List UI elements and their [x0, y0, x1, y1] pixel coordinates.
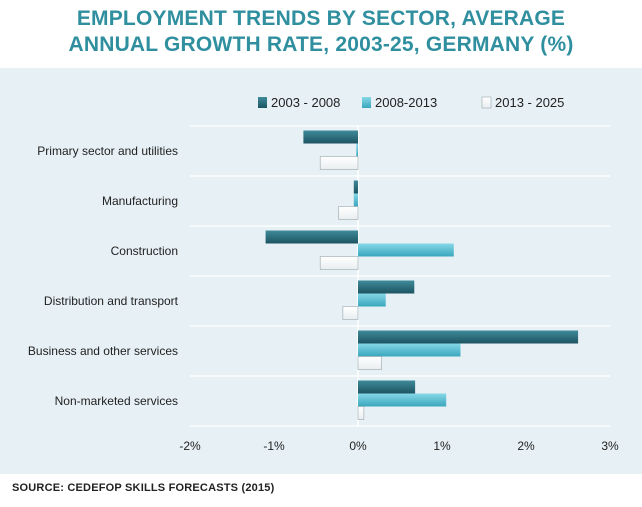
bar-1-3 [265, 230, 358, 244]
bar-2-4 [358, 293, 386, 307]
category-label: Manufacturing [102, 194, 178, 208]
category-label: Business and other services [28, 344, 178, 358]
bar-2-3 [358, 243, 454, 257]
bar-3-3 [319, 256, 359, 270]
legend-label-1: 2003 - 2008 [271, 95, 340, 110]
x-tick-label: 3% [601, 439, 619, 453]
bar-1-6 [358, 380, 416, 394]
bar-3-2 [338, 206, 359, 220]
source-note: SOURCE: CEDEFOP SKILLS FORECASTS (2015) [12, 482, 275, 494]
legend-label-3: 2013 - 2025 [495, 95, 564, 110]
bar-2-1 [356, 143, 358, 157]
x-tick-label: 2% [517, 439, 535, 453]
legend-label-2: 2008-2013 [375, 95, 437, 110]
bar-2-5 [358, 343, 461, 357]
category-label: Non-marketed services [55, 394, 178, 408]
chart-title: EMPLOYMENT TRENDS BY SECTOR, AVERAGE ANN… [0, 6, 642, 58]
x-tick-label: -1% [263, 439, 285, 453]
legend-swatch-3 [481, 96, 492, 109]
bar-3-4 [342, 306, 359, 320]
legend-swatch-2 [362, 97, 371, 108]
category-label: Construction [111, 244, 178, 258]
bar-3-6 [357, 406, 365, 420]
x-tick-label: -2% [179, 439, 201, 453]
bar-2-6 [358, 393, 447, 407]
bar-1-5 [358, 330, 579, 344]
bar-1-4 [358, 280, 415, 294]
bar-1-2 [353, 180, 358, 194]
chart-title-line-1: EMPLOYMENT TRENDS BY SECTOR, AVERAGE [76, 7, 566, 30]
chart-title-line-2: ANNUAL GROWTH RATE, 2003-25, GERMANY (%) [68, 33, 574, 56]
chart-panel: Primary sector and utilities Manufacturin… [0, 68, 642, 474]
bar-1-1 [303, 130, 358, 144]
legend-swatch-1 [258, 97, 267, 108]
bar-chart: Primary sector and utilities Manufacturin… [28, 95, 619, 453]
bar-2-2 [353, 193, 358, 207]
x-tick-label: 0% [349, 439, 367, 453]
x-tick-label: 1% [433, 439, 451, 453]
category-label: Distribution and transport [44, 294, 179, 308]
category-label: Primary sector and utilities [37, 144, 178, 158]
bar-3-1 [319, 156, 359, 170]
bar-3-5 [357, 356, 382, 370]
